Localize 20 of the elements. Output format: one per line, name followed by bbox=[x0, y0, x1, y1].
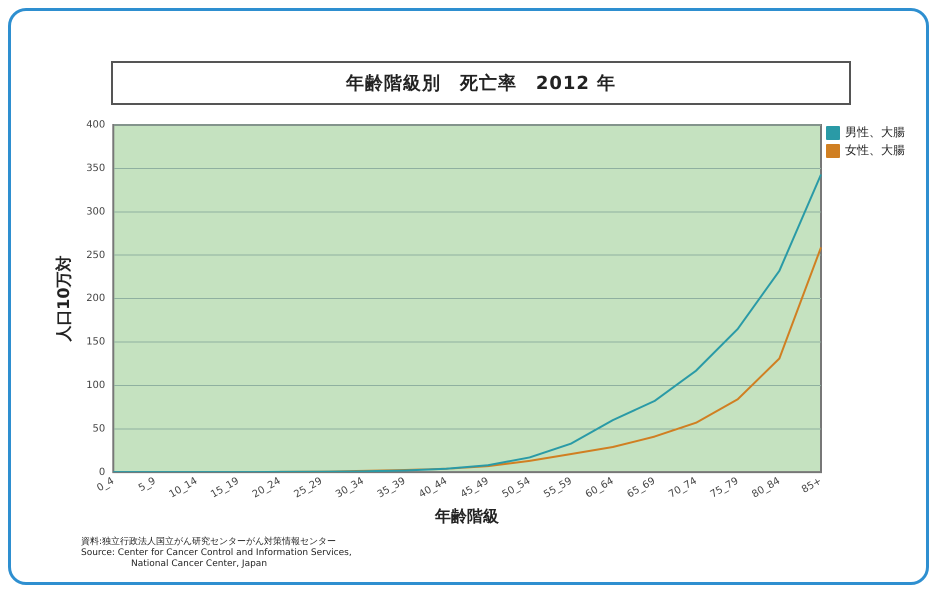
legend-label: 女性、大腸 bbox=[845, 143, 905, 158]
y-tick-label: 200 bbox=[86, 293, 106, 304]
x-tick-label: 85+ bbox=[800, 476, 824, 496]
y-tick-label: 350 bbox=[86, 162, 106, 174]
y-tick-label: 50 bbox=[92, 423, 106, 434]
y-tick-label: 150 bbox=[86, 336, 106, 348]
text: 資料:独立行政法人国立がん研究センターがん対策情報センター bbox=[81, 537, 338, 548]
chart-title: 年齢階級別 死亡率 2012 年 bbox=[111, 61, 851, 105]
x-tick-label: 5_9 bbox=[136, 476, 158, 494]
y-axis-title: 人口10万対 bbox=[54, 255, 73, 343]
y-tick-label: 250 bbox=[86, 250, 106, 261]
text: National Cancer Center, Japan bbox=[130, 559, 268, 570]
source-note: Source: Center for Cancer Control and Information Services, bbox=[81, 548, 352, 559]
legend-label: 男性、大腸 bbox=[845, 125, 905, 140]
y-tick-label: 300 bbox=[86, 206, 106, 218]
y-tick-label: 400 bbox=[86, 120, 106, 131]
y-tick-label: 0 bbox=[98, 466, 106, 478]
y-tick-label: 100 bbox=[86, 380, 106, 391]
x-axis-title: 年齢階級 bbox=[434, 506, 500, 526]
x-tick-label: 0_4 bbox=[95, 476, 116, 494]
